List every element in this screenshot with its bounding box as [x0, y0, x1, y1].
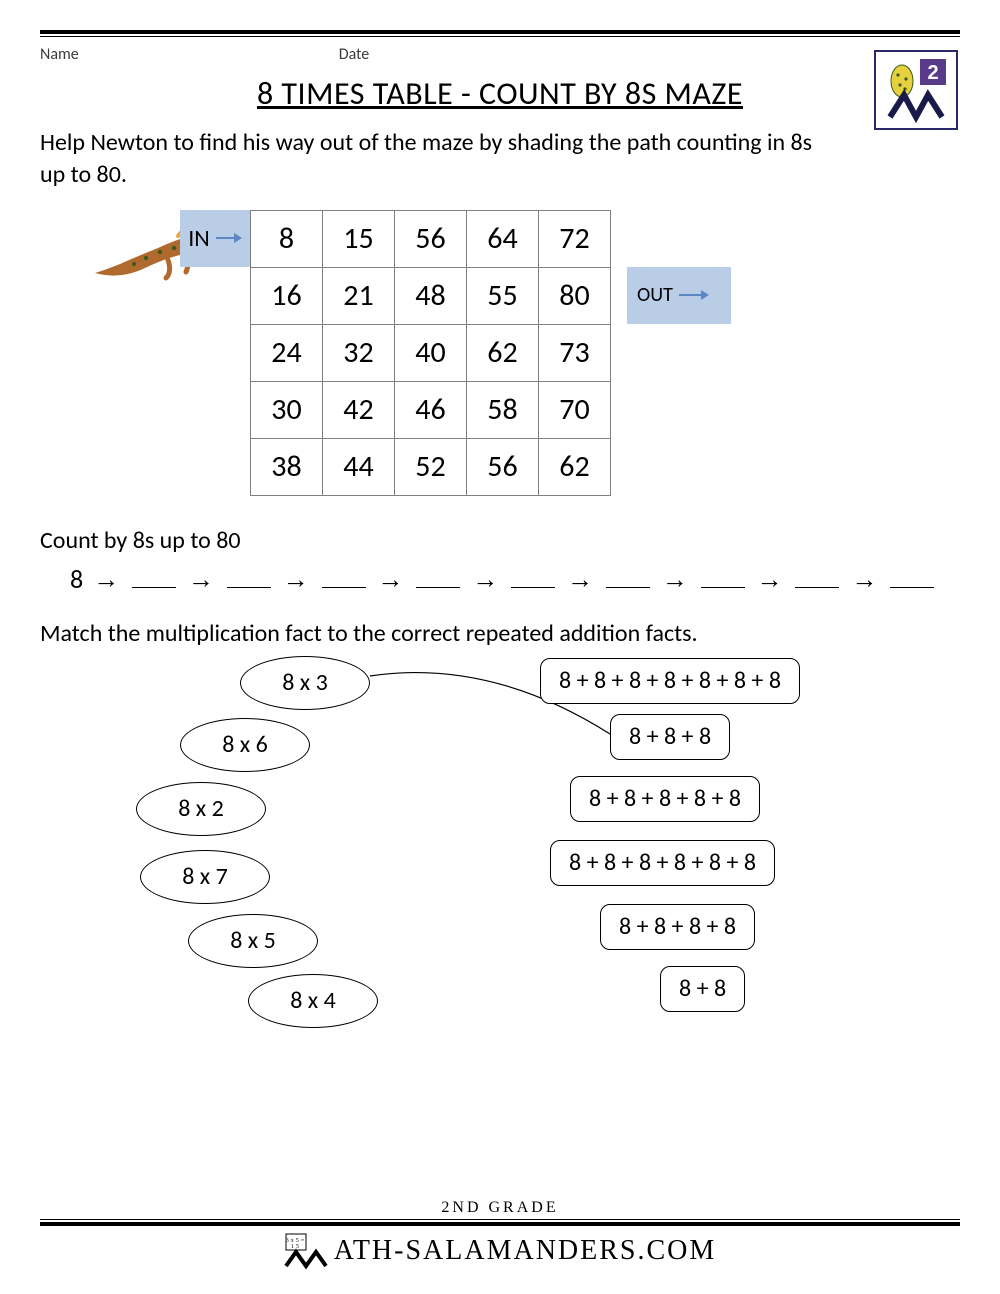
arrow-glyph: → [472, 564, 499, 594]
maze-cell: 52 [395, 438, 467, 495]
instructions-text: Help Newton to find his way out of the m… [40, 127, 820, 192]
maze-cell: 55 [467, 267, 539, 324]
arrow-glyph: → [377, 564, 404, 594]
footer-grade-text: 2ND GRADE [0, 1199, 1000, 1217]
count-blank[interactable] [701, 566, 745, 588]
maze-cell: 73 [539, 324, 611, 381]
arrow-out-icon [679, 289, 709, 301]
in-text: IN [188, 224, 210, 253]
page-title: 8 TIMES TABLE - COUNT BY 8S MAZE [40, 74, 960, 113]
maze-cell: 15 [323, 210, 395, 267]
worksheet-page: Name Date 2 8 TIMES TABLE - COUNT BY 8S … [0, 0, 1000, 1294]
maze-cell: 58 [467, 381, 539, 438]
header-row: Name Date [40, 45, 960, 64]
mult-fact-oval: 8 x 5 [188, 914, 318, 968]
name-label: Name [40, 45, 79, 64]
maze-cell: 48 [395, 267, 467, 324]
footer-brand: 3x5= 15 ATH-SALAMANDERS.COM [0, 1232, 1000, 1270]
count-sequence-row: 8 → → → → → → → → → [70, 563, 960, 595]
arrow-glyph: → [851, 564, 878, 594]
maze-cell: 16 [251, 267, 323, 324]
maze-out-label: OUT [627, 267, 731, 324]
addition-fact-rect: 8 + 8 + 8 + 8 [600, 904, 755, 950]
footer-brand-text: ATH-SALAMANDERS.COM [334, 1235, 717, 1267]
count-blank[interactable] [890, 566, 934, 588]
maze-cell: 21 [323, 267, 395, 324]
maze-wrap: IN OUT 815566472162148558024324062733042… [250, 210, 611, 496]
footer-rule-thick [40, 1222, 960, 1226]
maze-cell: 62 [539, 438, 611, 495]
arrow-glyph: → [662, 564, 689, 594]
maze-cell: 38 [251, 438, 323, 495]
out-text: OUT [637, 283, 673, 307]
addition-fact-rect: 8 + 8 + 8 + 8 + 8 [570, 776, 760, 822]
maze-cell: 8 [251, 210, 323, 267]
maze-in-label: IN [180, 210, 250, 267]
count-blank[interactable] [416, 566, 460, 588]
maze-cell: 42 [323, 381, 395, 438]
maze-cell: 64 [467, 210, 539, 267]
arrow-glyph: → [567, 564, 594, 594]
mult-fact-oval: 8 x 2 [136, 782, 266, 836]
count-blank[interactable] [322, 566, 366, 588]
addition-fact-rect: 8 + 8 [660, 966, 745, 1012]
maze-cell: 30 [251, 381, 323, 438]
footer: 2ND GRADE 3x5= 15 ATH-SALAMANDERS.COM [0, 1199, 1000, 1270]
footer-logo-icon: 3x5= 15 [284, 1232, 328, 1270]
count-blank[interactable] [132, 566, 176, 588]
arrow-in-icon [216, 232, 242, 244]
count-section-label: Count by 8s up to 80 [40, 526, 960, 555]
maze-table: 8155664721621485580243240627330424658703… [250, 210, 611, 496]
count-blank[interactable] [606, 566, 650, 588]
maze-row: IN OUT 815566472162148558024324062733042… [90, 210, 960, 496]
grade-number: 2 [927, 62, 938, 84]
maze-cell: 32 [323, 324, 395, 381]
maze-cell: 24 [251, 324, 323, 381]
mult-fact-oval: 8 x 6 [180, 718, 310, 772]
maze-cell: 56 [467, 438, 539, 495]
top-rule-thick [40, 30, 960, 34]
maze-cell: 56 [395, 210, 467, 267]
maze-cell: 70 [539, 381, 611, 438]
arrow-glyph: → [93, 564, 120, 594]
addition-fact-rect: 8 + 8 + 8 + 8 + 8 + 8 [550, 840, 775, 886]
count-blank[interactable] [511, 566, 555, 588]
maze-cell: 72 [539, 210, 611, 267]
mult-fact-oval: 8 x 7 [140, 850, 270, 904]
count-blank[interactable] [795, 566, 839, 588]
match-area: 8 x 3 8 x 6 8 x 2 8 x 7 8 x 5 8 x 4 8 + 8 + 8 … [40, 656, 960, 1076]
maze-cell: 44 [323, 438, 395, 495]
addition-fact-rect: 8 + 8 + 8 + 8 + 8 + 8 + 8 [540, 658, 800, 704]
count-start: 8 [70, 563, 84, 595]
grade-logo-badge: 2 [874, 50, 958, 130]
maze-cell: 80 [539, 267, 611, 324]
maze-cell: 62 [467, 324, 539, 381]
addition-fact-rect: 8 + 8 + 8 [610, 714, 730, 760]
arrow-glyph: → [757, 564, 784, 594]
maze-cell: 46 [395, 381, 467, 438]
arrow-glyph: → [283, 564, 310, 594]
date-label: Date [339, 45, 370, 64]
maze-cell: 40 [395, 324, 467, 381]
footer-rule-thin [40, 1219, 960, 1220]
mult-fact-oval: 8 x 3 [240, 656, 370, 710]
match-section-label: Match the multiplication fact to the cor… [40, 619, 960, 648]
count-blank[interactable] [227, 566, 271, 588]
top-rule-thin [40, 36, 960, 37]
logo-svg: 2 [880, 55, 952, 125]
arrow-glyph: → [188, 564, 215, 594]
mult-fact-oval: 8 x 4 [248, 974, 378, 1028]
